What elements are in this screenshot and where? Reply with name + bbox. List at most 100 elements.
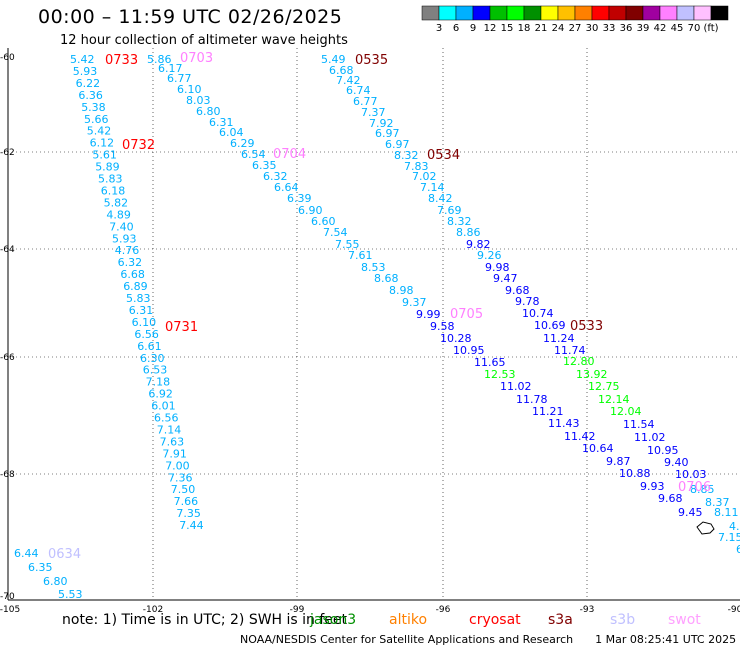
swh-value: 11.65 xyxy=(474,356,506,369)
timestamp: 1 Mar 08:25:41 UTC 2025 xyxy=(595,633,737,646)
swh-value: 12.80 xyxy=(563,355,595,368)
swh-value: 9.58 xyxy=(430,320,455,333)
legend-swatch xyxy=(659,5,678,21)
legend-swatch xyxy=(574,5,593,21)
swh-value: 6.39 xyxy=(287,192,312,205)
swh-value: 7.37 xyxy=(361,106,386,119)
legend-swatch xyxy=(455,5,474,21)
swh-value: 10.95 xyxy=(453,344,485,357)
swh-value: 4.9 xyxy=(729,520,740,533)
swh-value: 6.77 xyxy=(353,95,378,108)
swh-value: 7.50 xyxy=(171,483,196,496)
latitude-label: -64 xyxy=(0,245,15,255)
swh-value: 6.12 xyxy=(90,137,115,150)
legend-label: 33 xyxy=(603,23,616,34)
swh-value: 7.18 xyxy=(146,376,171,389)
swh-value: 7.42 xyxy=(336,74,361,87)
swh-value: 11.78 xyxy=(516,393,548,406)
swh-value: 7.92 xyxy=(369,117,394,130)
swh-value: 6.68 xyxy=(120,268,144,281)
swh-value: 8.32 xyxy=(394,149,419,162)
swh-value: 8.86 xyxy=(456,226,481,239)
swh-value: 6.61 xyxy=(137,340,162,353)
longitude-label: -105 xyxy=(0,605,20,615)
swh-value: 6.22 xyxy=(76,77,101,90)
swh-value: 5.86 xyxy=(147,53,172,66)
swh-legend-colorbar xyxy=(421,5,729,21)
swh-value: 12.75 xyxy=(588,380,620,393)
swh-value: 10.95 xyxy=(647,444,679,457)
swh-value: 7.44 xyxy=(179,519,204,532)
longitude-label: -90 xyxy=(728,605,740,615)
legend-label: 12 xyxy=(484,23,497,34)
swh-value: 8.98 xyxy=(389,284,414,297)
satellite-altiko: altiko xyxy=(389,612,428,628)
satellite-jason3: jason3 xyxy=(310,612,357,628)
swh-value: 9.99 xyxy=(416,308,441,321)
swh-value: 7.69 xyxy=(437,204,462,217)
swh-value: 5.89 xyxy=(95,161,120,174)
legend-label: (ft) xyxy=(703,23,718,34)
swh-value: 7.15 xyxy=(718,531,740,544)
pass-time-label: 0733 xyxy=(105,53,138,68)
swh-value: 6.92 xyxy=(148,388,173,401)
swh-value: 6.68 xyxy=(329,64,354,77)
swh-value: 13.92 xyxy=(576,368,608,381)
swh-value: 6.30 xyxy=(140,352,165,365)
swh-value: 8.03 xyxy=(186,94,211,107)
wave-height-values: 5.425.936.226.365.385.665.426.125.615.89… xyxy=(14,53,740,601)
swh-value: 6.10 xyxy=(177,83,202,96)
swh-value: 6.36 xyxy=(78,89,103,102)
legend-label: 6 xyxy=(453,23,459,34)
swh-value: 6.17 xyxy=(158,62,183,75)
swh-value: 10.69 xyxy=(534,319,566,332)
latitude-label: -68 xyxy=(0,470,15,480)
swh-value: 11.43 xyxy=(548,417,580,430)
map-gridlines xyxy=(8,48,740,600)
pass-time-label: 0534 xyxy=(427,148,460,163)
swh-value: 6.44 xyxy=(14,547,39,560)
land-outline xyxy=(696,521,715,535)
swh-value: 6.60 xyxy=(311,215,336,228)
swh-value: 6.89 xyxy=(123,280,148,293)
legend-swatch xyxy=(710,5,729,21)
pass-time-label: 0732 xyxy=(122,138,155,153)
legend-swatch xyxy=(676,5,695,21)
swh-value: 5.61 xyxy=(92,149,117,162)
swh-value: 6.56 xyxy=(134,328,159,341)
longitude-label: -102 xyxy=(143,605,163,615)
legend-label: 18 xyxy=(518,23,531,34)
swh-value: 6.35 xyxy=(28,561,53,574)
pass-time-labels: 0733 0732 0731 0703 0704 0705 0706 0535 0534 0533… xyxy=(48,51,711,562)
pass-time-label: 0706 xyxy=(678,480,711,495)
legend-swatch xyxy=(506,5,525,21)
swh-value: 7.83 xyxy=(404,160,429,173)
swh-value: 9.68 xyxy=(505,284,530,297)
swh-value: 6.35 xyxy=(252,159,277,172)
swh-value: 9.68 xyxy=(658,492,683,505)
swh-value: 6.97 xyxy=(385,138,410,151)
island-outline xyxy=(696,521,715,535)
swh-value: 9.98 xyxy=(485,261,510,274)
swh-value: 6.56 xyxy=(154,412,179,425)
swh-value: 12.53 xyxy=(484,368,516,381)
legend-label: 27 xyxy=(569,23,582,34)
legend-label: 21 xyxy=(535,23,548,34)
legend-label: 70 xyxy=(688,23,701,34)
swh-value: 6.54 xyxy=(241,148,266,161)
swh-value: 11.24 xyxy=(543,332,575,345)
legend-swatch xyxy=(625,5,644,21)
satellite-cryosat: cryosat xyxy=(469,612,521,628)
swh-value: 7.63 xyxy=(160,435,185,448)
longitude-label: -93 xyxy=(580,605,595,615)
swh-value: 9.45 xyxy=(678,506,703,519)
swh-value: 6.31 xyxy=(129,304,154,317)
swh-value: 5.66 xyxy=(84,113,109,126)
latitude-label: -62 xyxy=(0,148,15,158)
swh-value: 9.40 xyxy=(664,456,689,469)
legend-swatch xyxy=(608,5,627,21)
legend-swatch xyxy=(489,5,508,21)
legend-label: 15 xyxy=(501,23,514,34)
satellite-swot: swot xyxy=(668,612,701,628)
